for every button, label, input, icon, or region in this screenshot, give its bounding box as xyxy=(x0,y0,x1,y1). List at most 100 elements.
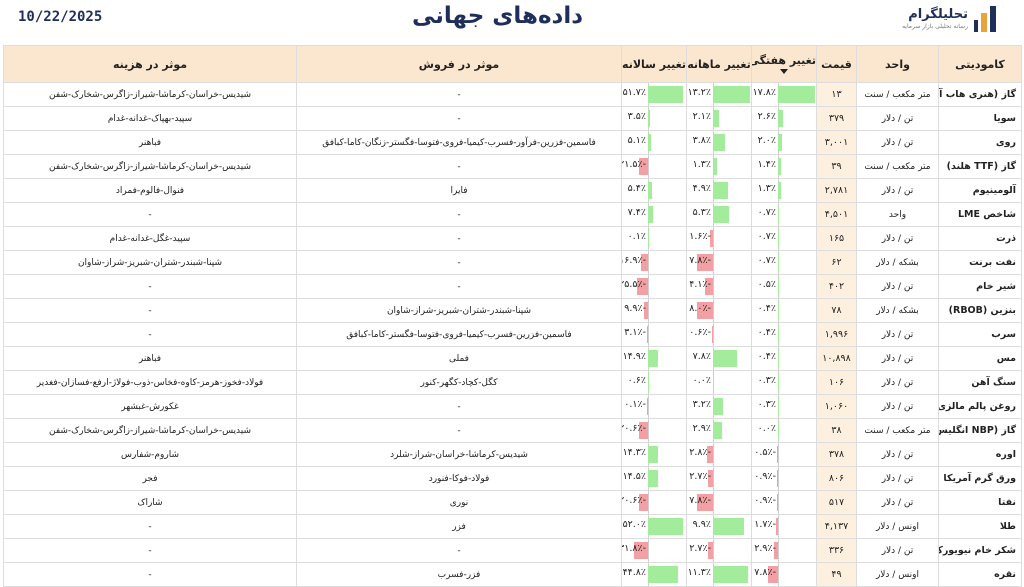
unit-cell: تن / دلار xyxy=(856,274,939,299)
yearly-zero-axis xyxy=(648,155,649,178)
yearly-zero-axis xyxy=(648,275,649,298)
yearly-change-cell: -۱۶.۹٪ xyxy=(621,250,687,275)
table-row[interactable]: اوره تن / دلار ۳۷۸ -۰.۵٪ -۲.۸٪ ۱۴.۳٪ شیدیس-کرم… xyxy=(3,442,1022,467)
commodity-name: شاخص LME xyxy=(938,202,1022,227)
col-header-monthly[interactable]: تغییر ماهانه xyxy=(686,45,752,83)
col-header-cost[interactable]: موثر در هزینه xyxy=(3,45,297,83)
sort-desc-icon[interactable] xyxy=(780,69,788,74)
table-row[interactable]: روغن پالم مالزی تن / دلار ۱,۰۶۰ ۰.۳٪ ۳.۲٪ -۰.… xyxy=(3,394,1022,419)
table-row[interactable]: ذرت تن / دلار ۱۶۵ ۰.۷٪ -۱.۶٪ ۰.۱٪ - سپید-غگل-غد… xyxy=(3,226,1022,251)
col-header-commodity[interactable]: کامودیتی xyxy=(938,45,1022,83)
price-cell: ۵۱۷ xyxy=(816,490,857,515)
commodity-table: کامودیتی واحد قیمت تغییر هفتگی تغییر ماه… xyxy=(3,45,1022,587)
price-cell: ۳۷۹ xyxy=(816,106,857,131)
weekly-change-bar xyxy=(778,110,783,127)
sales-effect-cell: - xyxy=(296,106,622,131)
price-cell: ۲,۷۸۱ xyxy=(816,178,857,203)
cost-effect-cell: - xyxy=(3,202,297,227)
weekly-change-cell: ۰.۴٪ xyxy=(751,298,817,323)
yearly-change-value: ۴۴.۸٪ xyxy=(622,567,646,578)
yearly-change-bar xyxy=(648,566,678,583)
commodity-name: گاز (NBP انگلیس) xyxy=(938,418,1022,443)
weekly-change-value: ۰.۳٪ xyxy=(757,399,776,410)
yearly-change-value: ۱۴.۹٪ xyxy=(622,351,646,362)
table-row[interactable]: طلا اونس / دلار ۴,۱۳۷ -۱.۷٪ ۹.۹٪ ۵۲.۰٪ فزر - xyxy=(3,514,1022,539)
col-header-yearly[interactable]: تغییر سالانه xyxy=(621,45,687,83)
yearly-change-value: ۱۴.۳٪ xyxy=(622,447,646,458)
unit-cell: اونس / دلار xyxy=(856,514,939,539)
table-row[interactable]: سویا تن / دلار ۳۷۹ ۲.۶٪ ۲.۱٪ ۳.۵٪ - سپید-بهپاک-… xyxy=(3,106,1022,131)
unit-cell: تن / دلار xyxy=(856,370,939,395)
yearly-change-value: ۱۴.۵٪ xyxy=(622,471,646,482)
table-row[interactable]: سرب تن / دلار ۱,۹۹۶ ۰.۴٪ -۰.۶٪ -۳.۱٪ فاسمین-فز… xyxy=(3,322,1022,347)
weekly-change-bar xyxy=(778,134,782,151)
monthly-change-value: ۲.۱٪ xyxy=(692,111,711,122)
yearly-change-value: -۲۵.۵٪ xyxy=(623,279,647,290)
monthly-change-bar xyxy=(697,302,713,319)
monthly-change-cell: ۷.۸٪ xyxy=(686,346,752,371)
cost-effect-cell: فجر xyxy=(3,466,297,491)
yearly-change-value: ۳.۵٪ xyxy=(627,111,646,122)
table-row[interactable]: ورق گرم آمریکا تن / دلار ۸۰۶ -۰.۹٪ -۲.۷٪ ۱۴.۵… xyxy=(3,466,1022,491)
price-cell: ۴,۱۳۷ xyxy=(816,514,857,539)
table-row[interactable]: شاخص LME واحد ۴,۵۰۱ ۰.۷٪ ۵.۳٪ ۷.۴٪ - - xyxy=(3,202,1022,227)
weekly-change-cell: ۱.۳٪ xyxy=(751,178,817,203)
weekly-change-bar xyxy=(776,518,778,535)
weekly-change-value: -۷.۸٪ xyxy=(754,567,776,578)
sales-effect-cell: فاسمین-فزرین-فرآور-فسرب-کیمیا-فروی-فتوسا… xyxy=(296,130,622,155)
col-header-unit[interactable]: واحد xyxy=(856,45,939,83)
yearly-change-cell: ۱۴.۹٪ xyxy=(621,346,687,371)
weekly-change-value: ۰.۷٪ xyxy=(757,207,776,218)
cost-effect-cell: فباهنر xyxy=(3,346,297,371)
weekly-zero-axis xyxy=(778,443,779,466)
weekly-change-bar xyxy=(778,350,779,367)
yearly-change-value: ۰.۶٪ xyxy=(627,375,646,386)
weekly-change-bar xyxy=(777,494,778,511)
monthly-change-cell: ۳.۸٪ xyxy=(686,130,752,155)
monthly-change-value: -۷.۸٪ xyxy=(689,255,711,266)
cost-effect-cell: فنوال-فالوم-فمراد xyxy=(3,178,297,203)
yearly-change-value: -۳.۱٪ xyxy=(624,327,646,338)
col-header-sales[interactable]: موثر در فروش xyxy=(296,45,622,83)
commodity-name: اوره xyxy=(938,442,1022,467)
yearly-change-bar xyxy=(639,422,648,439)
table-row[interactable]: روی تن / دلار ۳,۰۰۱ ۲.۰٪ ۳.۸٪ ۵.۱٪ فاسمین-فزری… xyxy=(3,130,1022,155)
table-row[interactable]: نقره اونس / دلار ۴۹ -۷.۸٪ ۱۱.۳٪ ۴۴.۸٪ فزر-فسرب… xyxy=(3,562,1022,587)
weekly-change-value: ۱.۴٪ xyxy=(757,159,776,170)
table-row[interactable]: سنگ آهن تن / دلار ۱۰۶ ۰.۳٪ ۰.۰٪ ۰.۶٪ کگل-کچاد-… xyxy=(3,370,1022,395)
yearly-change-value: -۳۱.۸٪ xyxy=(623,543,647,554)
yearly-change-cell: -۳۱.۸٪ xyxy=(621,538,687,563)
table-row[interactable]: آلومینیوم تن / دلار ۲,۷۸۱ ۱.۳٪ ۴.۹٪ ۵.۴٪ فایرا… xyxy=(3,178,1022,203)
sales-effect-cell: - xyxy=(296,418,622,443)
yearly-change-value: -۹.۹٪ xyxy=(624,303,646,314)
unit-cell: تن / دلار xyxy=(856,442,939,467)
yearly-change-value: ۵۲.۰٪ xyxy=(622,519,646,530)
yearly-change-cell: -۹.۹٪ xyxy=(621,298,687,323)
table-row[interactable]: بنزین (RBOB) بشکه / دلار ۷۸ ۰.۴٪ -۸.۰٪ -۹.۹٪ ش… xyxy=(3,298,1022,323)
yearly-change-value: ۵.۱٪ xyxy=(627,135,646,146)
cost-effect-cell: فباهنر xyxy=(3,130,297,155)
monthly-change-bar xyxy=(697,494,713,511)
weekly-change-bar xyxy=(778,158,781,175)
weekly-change-bar xyxy=(778,398,779,415)
col-header-weekly[interactable]: تغییر هفتگی xyxy=(751,45,817,83)
monthly-change-value: ۴.۹٪ xyxy=(692,183,711,194)
price-cell: ۳,۰۰۱ xyxy=(816,130,857,155)
commodity-name: مس xyxy=(938,346,1022,371)
monthly-change-value: -۲.۷٪ xyxy=(689,471,711,482)
monthly-change-bar xyxy=(713,374,714,391)
table-row[interactable]: مس تن / دلار ۱۰,۸۹۸ ۰.۴٪ ۷.۸٪ ۱۴.۹٪ فملی فباهنر xyxy=(3,346,1022,371)
monthly-change-value: ۹.۹٪ xyxy=(692,519,711,530)
commodity-name: شکر خام نیویورک xyxy=(938,538,1022,563)
price-cell: ۴,۵۰۱ xyxy=(816,202,857,227)
monthly-change-value: ۳.۲٪ xyxy=(692,399,711,410)
col-header-price[interactable]: قیمت xyxy=(816,45,857,83)
weekly-change-value: ۲.۰٪ xyxy=(757,135,776,146)
